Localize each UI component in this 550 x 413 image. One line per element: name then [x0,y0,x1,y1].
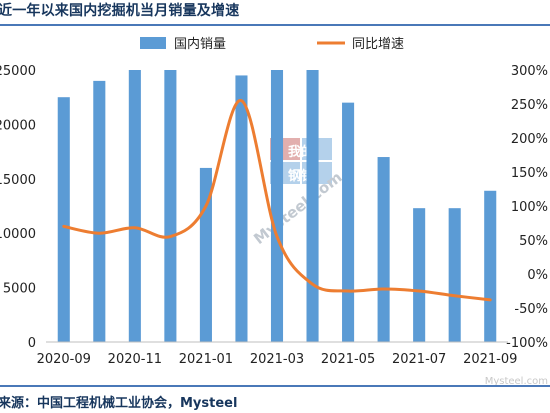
bar [413,208,426,342]
bar [484,190,497,342]
y-right-tick-label: -100% [506,336,548,351]
y-axis-right: -100% -50% 0% 50% 100% 150% 200% 250% 300% [506,64,548,351]
x-tick-label: 2021-09 [463,352,517,367]
y-right-tick-label: -50% [514,302,548,317]
y-left-tick-label: 20000 [0,118,36,133]
y-left-tick-label: 25000 [0,64,36,79]
x-tick-label: 2021-03 [250,352,304,367]
y-right-tick-label: 100% [511,200,548,215]
legend: 国内销量 同比增速 [140,36,404,52]
bar [128,70,141,342]
legend-bar-label: 国内销量 [174,36,226,52]
y-left-tick-label: 5000 [3,282,36,297]
bar [164,70,177,342]
legend-bar-swatch [140,37,166,49]
x-tick-label: 2020-09 [37,352,91,367]
y-right-tick-label: 300% [511,64,548,79]
x-tick-label: 2021-07 [392,352,446,367]
bar [93,80,106,342]
bar [270,70,284,342]
bar [448,208,461,342]
y-left-tick-label: 0 [28,336,36,351]
source-note: 来源：中国工程机械工业协会，Mysteel [0,396,238,411]
y-right-tick-label: 150% [511,166,548,181]
chart-title: 近一年以来国内挖掘机当月销量及增速 [0,3,240,19]
source-rule [0,385,550,387]
x-tick-label: 2020-11 [108,352,162,367]
y-left-tick-label: 15000 [0,173,36,188]
x-tick-label: 2021-01 [179,352,233,367]
x-axis: 2020-09 2020-11 2021-01 2021-03 2021-05 2021-… [37,352,518,367]
y-right-tick-label: 250% [511,98,548,113]
bar [57,97,70,342]
x-tick-label: 2021-05 [321,352,375,367]
growth-line [62,99,492,302]
corner-watermark: Mysteel.com [485,376,548,387]
y-right-tick-label: 50% [519,234,548,249]
title-rule [0,24,550,26]
bar [377,157,390,342]
y-right-tick-label: 200% [511,132,548,147]
bar [235,75,248,342]
y-axis-left: 0 5000 10000 15000 20000 25000 [0,64,36,351]
y-left-tick-label: 10000 [0,227,36,242]
legend-line-label: 同比增速 [352,37,404,52]
bar [342,102,355,342]
bar [306,70,319,342]
bar-series [57,70,497,342]
y-right-tick-label: 0% [527,268,548,283]
